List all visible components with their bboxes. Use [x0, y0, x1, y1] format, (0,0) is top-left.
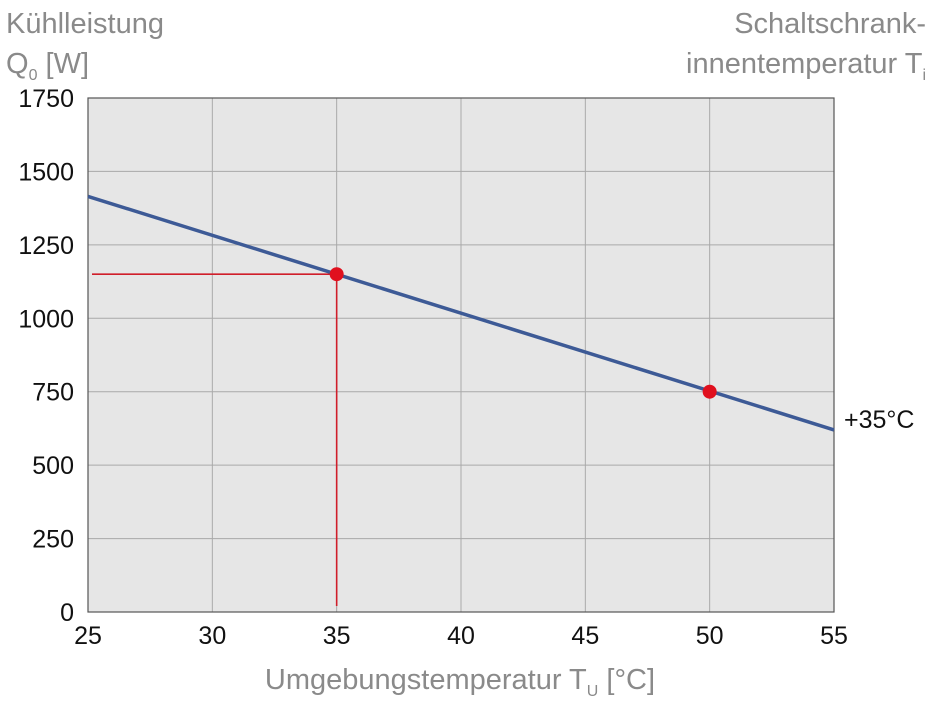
series-parameter-title-line2: innentemperatur Ti: [686, 44, 926, 96]
series-label: +35°C: [844, 406, 914, 434]
data-point-marker: [329, 267, 344, 282]
x-tick-label: 45: [571, 622, 599, 650]
x-axis-title: Umgebungstemperatur TU [°C]: [0, 664, 920, 701]
y-tick-label: 0: [60, 599, 74, 627]
y-tick-label: 250: [32, 526, 74, 554]
y-tick-label: 500: [32, 452, 74, 480]
series-parameter-text: innentemperatur T: [686, 48, 923, 80]
y-axis-title: Kühlleistung Q0 [W]: [6, 4, 164, 96]
plot-frame: [87, 97, 835, 613]
x-tick-label: 25: [74, 622, 102, 650]
data-point-marker: [702, 384, 717, 399]
x-tick-label: 35: [323, 622, 351, 650]
x-axis-unit: [°C]: [598, 664, 656, 696]
y-tick-label: 1750: [18, 85, 74, 113]
y-axis-unit: [W]: [37, 48, 90, 80]
y-axis-title-line2: Q0 [W]: [6, 44, 164, 96]
y-axis-title-line1: Kühlleistung: [6, 8, 164, 40]
x-tick-label: 40: [447, 622, 475, 650]
x-tick-label: 30: [198, 622, 226, 650]
x-axis-subscript: U: [586, 683, 599, 700]
y-axis-subscript: 0: [28, 67, 38, 84]
series-parameter-subscript: i: [922, 67, 926, 84]
y-tick-label: 1250: [18, 232, 74, 260]
x-tick-label: 50: [696, 622, 724, 650]
y-tick-label: 1500: [18, 158, 74, 186]
x-tick-label: 55: [820, 622, 848, 650]
series-parameter-title: Schaltschrank- innentemperatur Ti: [686, 4, 926, 96]
y-axis-symbol: Q: [6, 48, 29, 80]
y-tick-label: 750: [32, 379, 74, 407]
y-tick-label: 1000: [18, 305, 74, 333]
x-axis-text: Umgebungstemperatur T: [264, 664, 587, 696]
series-parameter-title-line1: Schaltschrank-: [734, 8, 926, 40]
